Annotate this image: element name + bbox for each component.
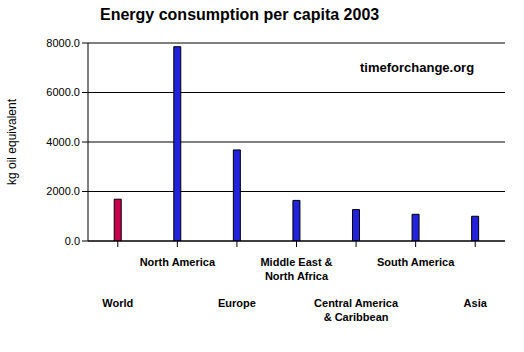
svg-text:South America: South America [377,256,455,268]
svg-text:0.0: 0.0 [65,235,80,247]
svg-text:4000.0: 4000.0 [46,136,80,148]
svg-text:8000.0: 8000.0 [46,37,80,49]
svg-text:North America: North America [140,256,216,268]
svg-text:World: World [102,297,133,309]
svg-text:Central America& Caribbean: Central America& Caribbean [314,297,399,323]
svg-text:Europe: Europe [218,297,256,309]
svg-text:6000.0: 6000.0 [46,86,80,98]
svg-text:Asia: Asia [464,297,488,309]
svg-text:kg oil equivalent: kg oil equivalent [8,98,19,185]
svg-text:Middle East &North Africa: Middle East &North Africa [260,256,332,282]
svg-text:2000.0: 2000.0 [46,185,80,197]
html-text:timeforchange.org: timeforchange.org [360,60,475,75]
html-text:Energy consumption per capita: Energy consumption per capita 2003 [100,6,380,23]
